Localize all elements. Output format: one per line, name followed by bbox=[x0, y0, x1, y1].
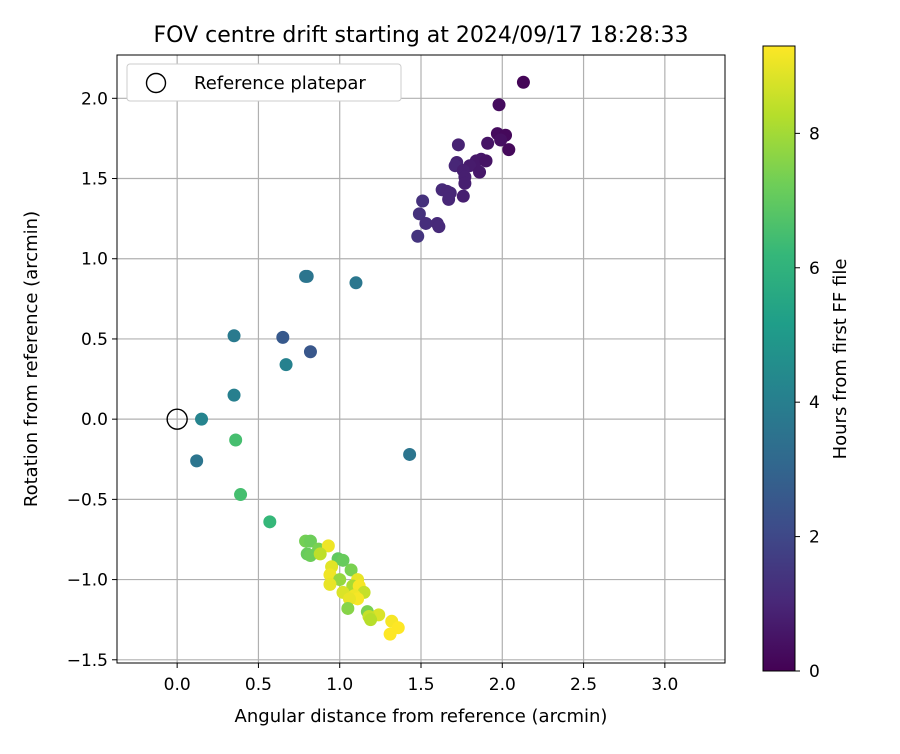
y-tick-label: −0.5 bbox=[67, 490, 108, 510]
data-point bbox=[276, 330, 290, 344]
colorbar-tick-label: 8 bbox=[809, 124, 820, 144]
data-point bbox=[416, 194, 430, 208]
y-tick-label: 1.5 bbox=[81, 170, 108, 190]
data-point bbox=[432, 220, 446, 234]
data-point bbox=[456, 189, 470, 203]
colorbar-tick-label: 6 bbox=[809, 259, 820, 279]
data-point bbox=[458, 176, 472, 190]
x-tick-label: 1.5 bbox=[407, 675, 434, 695]
data-point bbox=[313, 547, 327, 561]
data-point bbox=[479, 154, 493, 168]
legend-open-circle-marker bbox=[145, 72, 167, 94]
data-point bbox=[300, 269, 314, 283]
legend-label-reference-platepar: Reference platepar bbox=[194, 73, 366, 94]
x-tick-label: 0.0 bbox=[164, 675, 191, 695]
legend: Reference platepar bbox=[126, 63, 402, 102]
data-point bbox=[333, 573, 347, 587]
colorbar-tick-label: 4 bbox=[809, 393, 820, 413]
data-point bbox=[279, 358, 293, 372]
reference-platepar-marker bbox=[166, 408, 188, 430]
data-point bbox=[411, 229, 425, 243]
data-point bbox=[195, 412, 209, 426]
x-tick-label: 3.0 bbox=[651, 675, 678, 695]
data-point bbox=[383, 627, 397, 641]
colorbar-gradient bbox=[762, 45, 796, 672]
data-point bbox=[516, 75, 530, 89]
grid-lines bbox=[117, 55, 725, 663]
data-point bbox=[364, 613, 378, 627]
y-tick-label: −1.5 bbox=[67, 651, 108, 671]
colorbar: 0 2 4 6 8 Hours from first FF file bbox=[762, 45, 851, 682]
x-tick-label: 2.5 bbox=[570, 675, 597, 695]
x-tick-label: 1.0 bbox=[326, 675, 353, 695]
data-point bbox=[451, 138, 465, 152]
y-axis-ticks: −1.5 −1.0 −0.5 0.0 0.5 1.0 1.5 2.0 bbox=[67, 89, 117, 671]
y-axis-label: Rotation from reference (arcmin) bbox=[21, 211, 42, 507]
data-point bbox=[336, 553, 350, 567]
data-point bbox=[321, 539, 335, 553]
x-axis-ticks: 0.0 0.5 1.0 1.5 2.0 2.5 3.0 bbox=[164, 663, 678, 695]
data-point bbox=[349, 276, 363, 290]
colorbar-tick-label: 0 bbox=[809, 662, 820, 682]
data-point bbox=[263, 515, 277, 529]
data-point bbox=[494, 133, 508, 147]
data-point bbox=[303, 534, 317, 548]
data-point bbox=[481, 136, 495, 150]
data-point bbox=[229, 433, 243, 447]
colorbar-tick-label: 2 bbox=[809, 528, 820, 548]
data-point bbox=[442, 192, 456, 206]
data-point bbox=[341, 601, 355, 615]
colorbar-ticks: 0 2 4 6 8 bbox=[795, 124, 820, 682]
data-point bbox=[473, 165, 487, 179]
reference-marker-layer bbox=[166, 408, 188, 430]
data-point bbox=[227, 329, 241, 343]
legend-box bbox=[126, 63, 402, 102]
chart-title: FOV centre drift starting at 2024/09/17 … bbox=[154, 23, 689, 48]
data-point bbox=[303, 345, 317, 359]
data-point bbox=[502, 143, 516, 157]
data-point bbox=[412, 207, 426, 221]
y-tick-label: 2.0 bbox=[81, 89, 108, 109]
data-points bbox=[190, 75, 530, 641]
y-tick-label: 1.0 bbox=[81, 250, 108, 270]
data-point bbox=[323, 577, 337, 591]
data-point bbox=[342, 592, 356, 606]
colorbar-label: Hours from first FF file bbox=[830, 259, 851, 460]
y-tick-label: −1.0 bbox=[67, 571, 108, 591]
x-tick-label: 0.5 bbox=[245, 675, 272, 695]
x-tick-label: 2.0 bbox=[489, 675, 516, 695]
data-point bbox=[227, 388, 241, 402]
y-tick-label: 0.5 bbox=[81, 330, 108, 350]
data-point bbox=[403, 447, 417, 461]
data-point bbox=[323, 568, 337, 582]
y-tick-label: 0.0 bbox=[81, 410, 108, 430]
data-point bbox=[303, 549, 317, 563]
data-point bbox=[492, 98, 506, 112]
x-axis-label: Angular distance from reference (arcmin) bbox=[235, 706, 608, 727]
data-point bbox=[344, 563, 358, 577]
data-point bbox=[190, 454, 204, 468]
data-point bbox=[419, 216, 433, 230]
data-point bbox=[234, 488, 248, 502]
